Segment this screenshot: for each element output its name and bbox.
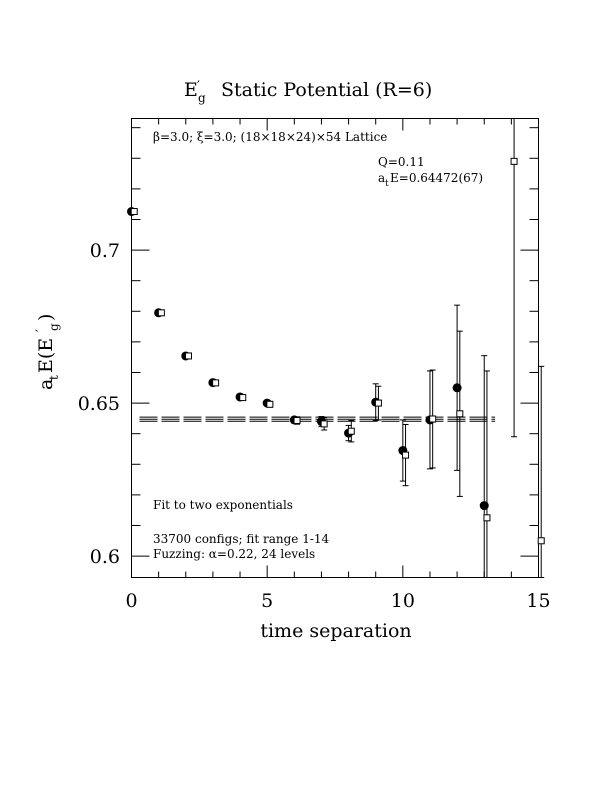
chart-title: E ′ g Static Potential (R=6) xyxy=(184,79,432,105)
data-point-square xyxy=(184,352,192,360)
y-axis-label-close: ) xyxy=(35,314,57,321)
y-tick-label: 0.7 xyxy=(90,240,120,262)
title-symbol-base: E xyxy=(184,79,198,101)
annotation-ate-value: E=0.64472(67) xyxy=(390,171,483,185)
plot-axes xyxy=(131,118,539,578)
title-text: Static Potential (R=6) xyxy=(221,79,432,101)
annotation-ate-base: a xyxy=(378,171,385,185)
annotation-fit-type: Fit to two exponentials xyxy=(153,498,293,512)
annotation-lattice: β=3.0; ξ=3.0; (18×18×24)×54 Lattice xyxy=(153,130,387,144)
data-point-square xyxy=(456,410,464,418)
data-point-square xyxy=(402,451,410,459)
x-tick-label: 0 xyxy=(125,590,137,612)
y-axis-label-a: a xyxy=(35,379,57,390)
plot-frame xyxy=(131,118,539,578)
data-point-square xyxy=(130,208,138,216)
y-tick-label: 0.6 xyxy=(90,546,120,568)
title-symbol-prime: ′ xyxy=(197,79,200,94)
annotation-ate: a t E=0.64472(67) xyxy=(378,171,483,189)
y-tick-labels: 0.6 0.65 0.7 xyxy=(78,240,120,568)
annotation-q: Q=0.11 xyxy=(378,155,425,169)
data-point-square xyxy=(429,415,437,423)
data-point-square xyxy=(293,417,301,425)
x-tick-label: 10 xyxy=(391,590,415,612)
x-axis-label: time separation xyxy=(260,620,411,642)
title-symbol-subscript: g xyxy=(198,91,206,105)
y-axis-label-sub-t: t xyxy=(47,375,61,380)
x-tick-label: 5 xyxy=(261,590,273,612)
data-point-square xyxy=(320,420,328,428)
data-point-square xyxy=(374,399,382,407)
y-tick-label: 0.65 xyxy=(78,393,120,415)
y-axis-label-sub-g: g xyxy=(47,323,61,331)
data-point-square xyxy=(510,157,518,165)
x-tick-labels: 0 5 10 15 xyxy=(125,590,550,612)
annotation-configs: 33700 configs; fit range 1-14 xyxy=(153,532,330,546)
x-tick-label: 15 xyxy=(526,590,550,612)
series-layer xyxy=(127,118,545,578)
data-point-square xyxy=(157,309,165,317)
y-axis-label: a t E(E ′ g ) xyxy=(34,314,61,390)
y-axis-label-prime: ′ xyxy=(34,329,49,332)
data-point-square xyxy=(483,514,491,522)
data-point-square xyxy=(266,400,274,408)
data-point-square xyxy=(212,379,220,387)
data-point-square xyxy=(537,537,545,545)
data-point-square xyxy=(239,394,247,402)
annotation-fuzzing: Fuzzing: α=0.22, 24 levels xyxy=(153,547,315,561)
data-point-square xyxy=(347,427,355,435)
annotation-ate-subscript: t xyxy=(385,179,389,189)
y-axis-label-mid: E(E xyxy=(35,338,57,373)
